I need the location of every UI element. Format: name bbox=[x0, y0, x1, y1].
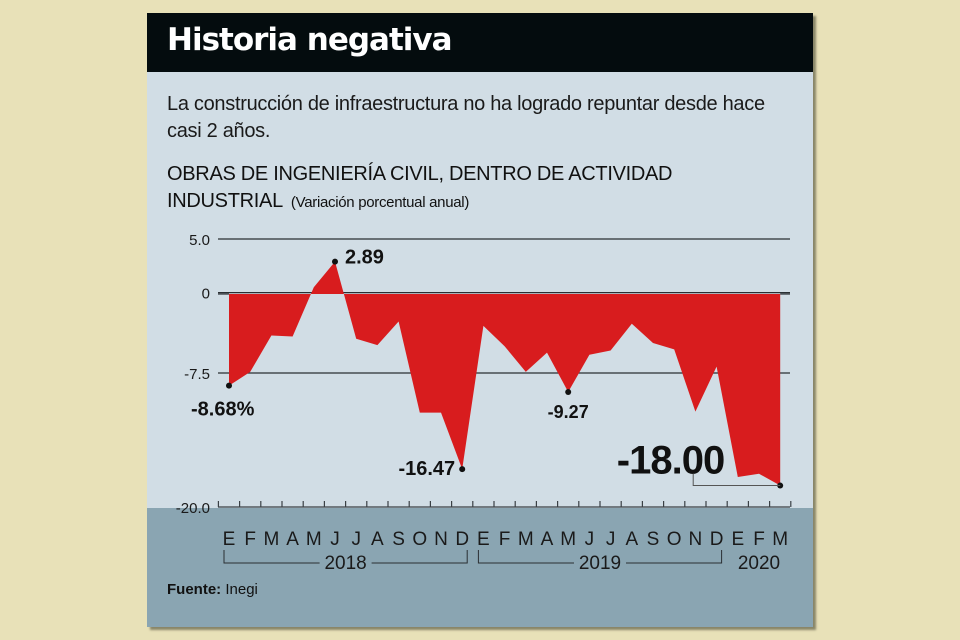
x-tick-label: E bbox=[223, 529, 236, 550]
annotation-label: -9.27 bbox=[548, 402, 589, 422]
year-bracket bbox=[477, 550, 574, 564]
x-tick-label: M bbox=[772, 529, 788, 550]
annotation-dot bbox=[565, 388, 572, 395]
year-label: 2020 bbox=[738, 553, 780, 574]
annotation-dot bbox=[459, 466, 466, 473]
y-tick-label: -20.0 bbox=[176, 500, 210, 517]
year-label: 2019 bbox=[579, 553, 621, 574]
x-tick-label: M bbox=[518, 529, 534, 550]
x-tick-label: M bbox=[560, 529, 576, 550]
page-title: Historia negativa bbox=[167, 22, 453, 58]
x-tick-label: J bbox=[330, 529, 340, 550]
annotation-leader bbox=[692, 473, 781, 487]
y-tick-label: 0 bbox=[202, 286, 210, 303]
x-tick-label: O bbox=[667, 529, 682, 550]
area-chart: 5.00-7.5-20.0E F M A M J J A S O N D E F M A M J J A S O N D E F M… bbox=[176, 232, 792, 574]
annotation-label: -8.68% bbox=[191, 399, 255, 421]
x-tick-label: D bbox=[710, 529, 724, 550]
annotation-dot bbox=[226, 382, 232, 389]
axis-band bbox=[147, 508, 813, 627]
x-tick-label: N bbox=[434, 529, 448, 550]
x-tick-label: A bbox=[625, 529, 638, 550]
x-tick-label: D bbox=[455, 529, 469, 550]
x-tick-label: J bbox=[585, 529, 595, 550]
source-label: Fuente: bbox=[167, 581, 222, 598]
chart-unit: (Variación porcentual anual) bbox=[290, 194, 470, 211]
y-tick-label: 5.0 bbox=[189, 232, 210, 249]
infographic-panel: Historia negativa La construcción de inf… bbox=[147, 13, 813, 627]
x-tick-label: J bbox=[351, 529, 361, 550]
source-value: Inegi bbox=[225, 581, 258, 598]
series-area bbox=[229, 261, 781, 486]
y-tick-label: -7.5 bbox=[184, 366, 210, 383]
title-bar: Historia negativa bbox=[147, 13, 813, 72]
x-tick-label: J bbox=[606, 529, 616, 550]
x-tick-label: S bbox=[392, 529, 405, 550]
x-tick-label: F bbox=[499, 529, 511, 550]
year-bracket bbox=[223, 550, 320, 564]
annotation-label: -16.47 bbox=[398, 458, 455, 480]
x-tick-label: F bbox=[753, 529, 765, 550]
chart-title-block: OBRAS DE INGENIERÍA CIVIL, DENTRO DE ACT… bbox=[167, 161, 807, 216]
year-label: 2018 bbox=[324, 553, 366, 574]
x-tick-label: F bbox=[244, 529, 256, 550]
chart-title: OBRAS DE INGENIERÍA CIVIL, DENTRO DE ACT… bbox=[167, 163, 673, 212]
x-tick-label: E bbox=[477, 529, 490, 550]
year-bracket bbox=[626, 550, 723, 564]
x-tick-label: A bbox=[541, 529, 554, 550]
subtitle: La construcción de infraestructura no ha… bbox=[167, 93, 765, 142]
x-tick-label: E bbox=[731, 529, 744, 550]
x-tick-label: M bbox=[263, 529, 279, 550]
x-tick-label: A bbox=[286, 529, 299, 550]
x-tick-label: M bbox=[306, 529, 322, 550]
annotation-label: 2.89 bbox=[345, 247, 384, 269]
x-tick-label: A bbox=[371, 529, 384, 550]
x-tick-label: O bbox=[412, 529, 427, 550]
year-bracket bbox=[371, 550, 468, 564]
annotation-dot bbox=[332, 258, 338, 265]
source-note: Fuente: Inegi bbox=[167, 581, 258, 598]
annotation-label: -18.00 bbox=[617, 439, 724, 483]
x-tick-label: N bbox=[689, 529, 703, 550]
x-tick-label: S bbox=[647, 529, 660, 550]
